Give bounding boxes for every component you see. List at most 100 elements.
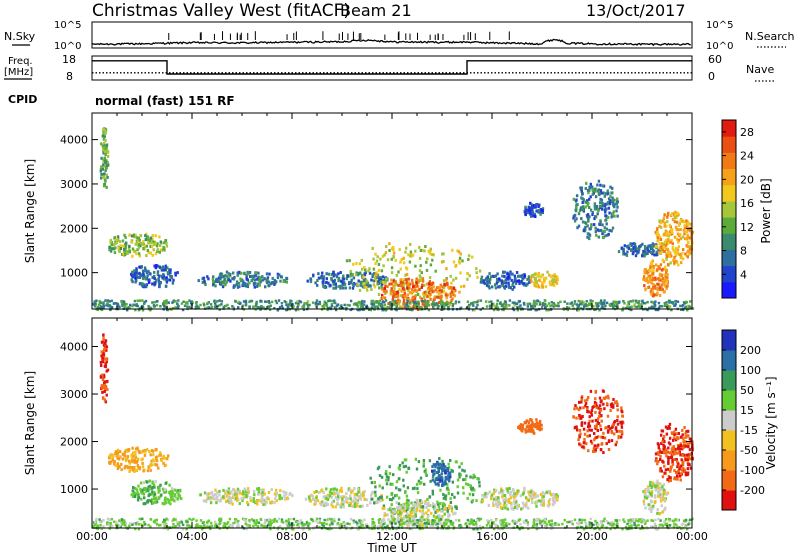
velocity-cell — [682, 437, 685, 441]
velocity-cell — [108, 461, 111, 465]
power-cell — [376, 305, 379, 308]
power-cell — [413, 300, 416, 304]
power-cell — [449, 274, 452, 278]
power-cell — [442, 260, 445, 263]
velocity-cell — [508, 487, 511, 490]
power-cell — [116, 239, 120, 242]
power-cell — [663, 283, 666, 287]
power-cell — [657, 308, 660, 312]
power-cell — [371, 273, 374, 277]
power-cell — [262, 306, 265, 309]
velocity-cell — [542, 495, 545, 498]
power-cell — [598, 229, 601, 233]
power-cell — [128, 247, 131, 250]
velocity-cell — [216, 490, 219, 494]
power-colorbar-swatch — [722, 168, 736, 186]
velocity-cell — [144, 450, 147, 454]
power-cell — [125, 241, 128, 245]
velocity-cell — [135, 488, 139, 492]
velocity-cell — [614, 443, 617, 447]
velocity-cell — [478, 480, 481, 484]
power-cell — [543, 306, 547, 309]
power-cell — [139, 234, 142, 238]
power-cell — [165, 278, 168, 282]
velocity-cell — [585, 442, 588, 446]
power-cell — [655, 245, 658, 248]
velocity-cell — [270, 501, 273, 505]
power-cell — [604, 202, 607, 206]
power-cell — [379, 280, 383, 284]
power-cell — [143, 275, 147, 279]
power-cell — [654, 293, 657, 297]
power-cell — [166, 278, 170, 282]
velocity-cell — [168, 483, 171, 487]
velocity-cell — [669, 465, 673, 469]
velocity-cell — [673, 469, 676, 473]
velocity-cell — [669, 456, 672, 460]
velocity-cell — [142, 502, 145, 506]
power-cell — [596, 307, 599, 310]
power-cell — [163, 241, 166, 245]
power-cell — [343, 282, 347, 286]
power-cell — [653, 253, 656, 257]
power-cell — [656, 288, 659, 292]
power-cell — [240, 271, 243, 275]
power-cell — [404, 295, 407, 298]
power-cell — [96, 306, 99, 309]
velocity-cell — [447, 466, 451, 470]
power-cell — [496, 306, 500, 309]
power-cell — [158, 244, 162, 247]
power-cell — [184, 301, 188, 304]
power-cell — [495, 281, 499, 285]
velocity-cell — [660, 504, 663, 508]
power-cell — [413, 288, 417, 292]
velocity-cell — [105, 357, 108, 361]
power-cell — [236, 271, 239, 275]
power-cell — [605, 227, 609, 231]
power-cell — [556, 304, 559, 308]
velocity-cell — [179, 489, 182, 493]
velocity-cell — [330, 491, 334, 495]
velocity-cell — [149, 499, 153, 503]
velocity-cell — [164, 490, 167, 494]
velocity-cell — [590, 413, 593, 417]
velocity-cell — [370, 493, 373, 497]
power-cell — [135, 252, 138, 256]
velocity-cell — [206, 494, 209, 498]
power-cell — [671, 247, 674, 251]
power-cell — [214, 284, 217, 288]
velocity-cell — [615, 440, 618, 444]
power-cell — [649, 266, 652, 270]
power-cell — [607, 232, 610, 236]
power-cell — [523, 274, 527, 278]
velocity-cell — [607, 429, 610, 433]
velocity-cell — [676, 461, 680, 465]
power-cell — [153, 281, 156, 285]
power-cell — [489, 306, 492, 309]
velocity-cell — [369, 476, 372, 480]
velocity-cell — [551, 497, 555, 501]
velocity-cell — [674, 447, 677, 451]
power-cell — [391, 295, 395, 299]
power-cell — [165, 244, 169, 248]
velocity-cell — [157, 485, 160, 489]
power-cell — [220, 283, 223, 286]
power-cell — [171, 307, 175, 310]
power-cell — [641, 299, 644, 303]
power-cell — [218, 282, 222, 286]
velocity-cell — [659, 499, 663, 503]
velocity-cell — [508, 501, 511, 505]
velocity-cell — [677, 432, 680, 435]
power-cell — [436, 286, 439, 290]
power-cell — [316, 303, 319, 306]
velocity-cell — [171, 490, 174, 493]
power-cell — [93, 300, 96, 303]
power-cell — [352, 276, 356, 280]
power-cell — [105, 159, 108, 163]
velocity-cell — [590, 441, 594, 445]
power-cell — [576, 226, 579, 230]
power-cell — [100, 308, 104, 312]
power-cell — [458, 258, 461, 262]
power-cell — [439, 291, 442, 295]
power-cell — [105, 303, 108, 306]
